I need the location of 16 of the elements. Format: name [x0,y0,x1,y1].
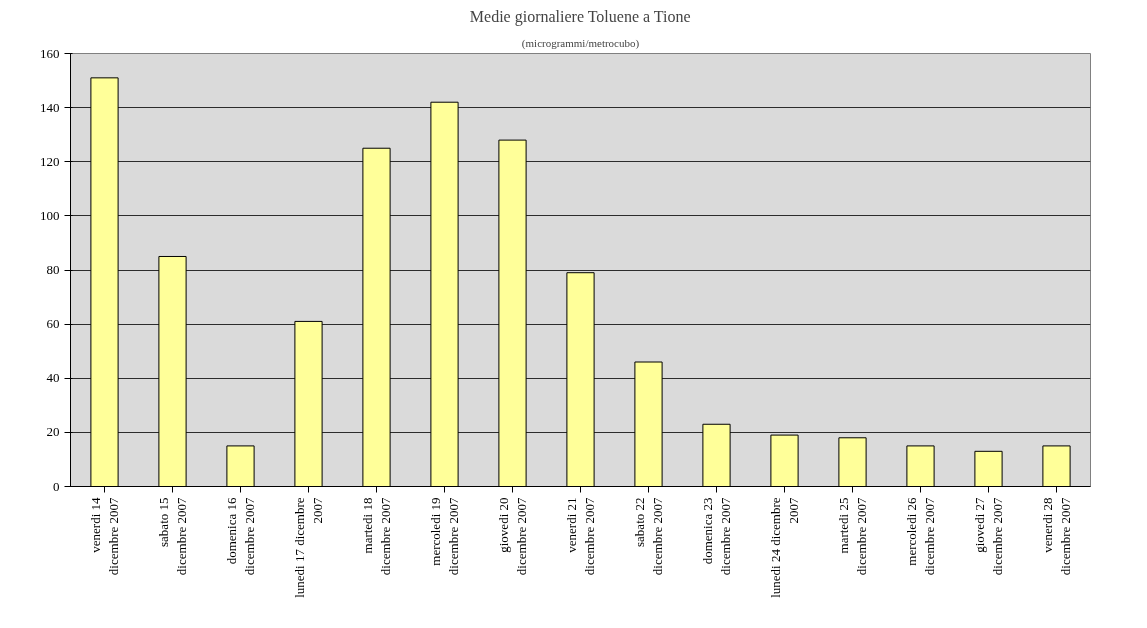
y-tick-label: 140 [40,99,60,115]
y-tick-label: 80 [46,262,60,277]
x-tick-label: venerdi 14 dicembre 2007 [88,497,121,576]
y-tick-label: 120 [40,153,60,169]
x-tick-label: martedi 18 dicembre 2007 [360,497,393,576]
y-tick-label: 160 [40,45,60,61]
y-tick-label: 100 [40,207,60,223]
y-tick-label: 40 [46,370,60,386]
y-tick-label: 20 [46,424,60,440]
y-tick-label: 0 [53,478,60,494]
chart-subtitle: (microgrammi/metrocubo) [521,36,640,50]
x-tick-label: lunedi 24 dicembre 2007 [768,497,801,598]
chart-title: Medie giornaliere Toluene a Tione [469,7,691,26]
x-tick-label: lunedi 17 dicembre 2007 [292,497,325,598]
x-tick-label: martedi 25 dicembre 2007 [836,497,869,576]
y-tick-label: 60 [46,316,60,332]
